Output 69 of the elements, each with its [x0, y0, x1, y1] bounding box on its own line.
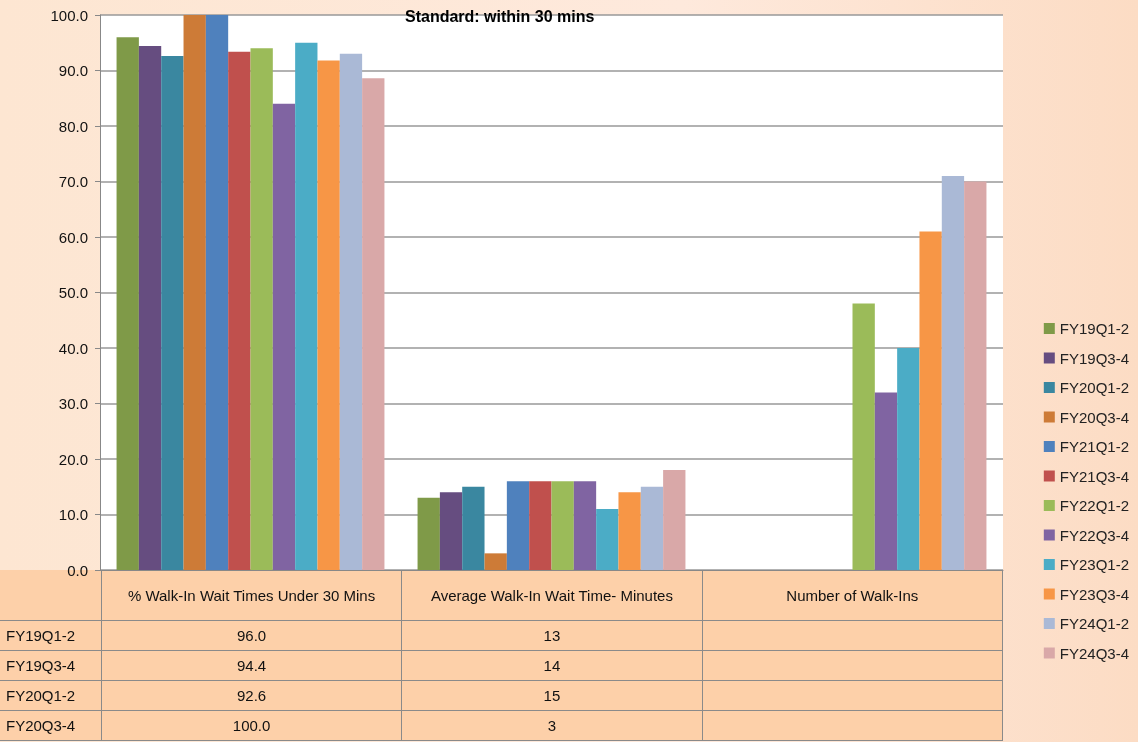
legend-label: FY23Q1-2 — [1059, 556, 1129, 573]
data-label: 100.0 — [101, 710, 402, 741]
bar — [250, 48, 273, 570]
bar — [228, 51, 251, 570]
bar — [964, 181, 987, 570]
legend-label: FY21Q3-4 — [1059, 467, 1129, 485]
bar — [161, 56, 184, 570]
bar — [640, 486, 664, 570]
y-tick-label: 40.0 — [58, 339, 88, 357]
bar — [116, 37, 139, 570]
x-tick-label: Average Walk-In Wait Time- Minutes — [401, 570, 703, 621]
y-tick-label: 0.0 — [67, 561, 88, 579]
y-tick-label: 20.0 — [58, 450, 88, 468]
legend-label: FY24Q1-2 — [1059, 615, 1129, 632]
text: FY20Q1-2 — [6, 686, 76, 704]
y-tick-label: 80.0 — [58, 117, 88, 135]
legend-label: FY21Q1-2 — [1059, 438, 1129, 455]
legend-label: FY22Q3-4 — [1059, 526, 1129, 544]
bar — [551, 481, 574, 570]
legend-label: FY20Q3-4 — [1059, 408, 1129, 426]
bar — [852, 303, 875, 570]
bar — [417, 497, 440, 570]
legend-label: FY23Q3-4 — [1059, 585, 1129, 603]
bar — [484, 553, 507, 570]
bar — [439, 492, 463, 570]
bar — [618, 492, 641, 570]
text: FY19Q1-2 — [6, 626, 76, 644]
y-tick-label: 30.0 — [58, 395, 88, 412]
y-tick-label: 100.0 — [50, 6, 88, 24]
y-tick-label: 70.0 — [58, 173, 88, 190]
y-tick-label: 50.0 — [58, 284, 88, 301]
data-label: 15 — [401, 680, 703, 711]
bar — [462, 486, 485, 570]
bar — [506, 481, 530, 570]
bar — [897, 348, 920, 570]
bar — [529, 481, 552, 570]
bar — [362, 78, 385, 570]
legend-label: FY19Q1-2 — [1059, 320, 1129, 337]
bar — [596, 508, 619, 570]
chart-title: Standard: within 30 mins — [405, 7, 595, 25]
bar — [183, 15, 206, 570]
x-tick-label: % Walk-In Wait Times Under 30 Mins — [101, 570, 402, 621]
data-label: 94.4 — [101, 650, 402, 681]
legend-label: FY20Q1-2 — [1059, 379, 1129, 396]
bar — [317, 60, 340, 570]
bar — [205, 15, 229, 570]
bar — [339, 53, 363, 570]
bar — [919, 231, 942, 570]
bar — [941, 175, 965, 570]
legend-label: FY19Q3-4 — [1059, 349, 1129, 367]
bar — [138, 46, 162, 570]
data-label: 13 — [401, 620, 703, 651]
x-tick-label: Number of Walk-Ins — [702, 570, 1003, 621]
bar — [295, 42, 318, 570]
bar — [272, 103, 296, 570]
data-label: 3 — [401, 710, 703, 741]
y-tick-label: 90.0 — [58, 62, 88, 79]
y-tick-label: 60.0 — [58, 228, 88, 246]
text: FY20Q3-4 — [6, 716, 76, 734]
legend-label: FY24Q3-4 — [1059, 644, 1129, 662]
legend-label: FY22Q1-2 — [1059, 497, 1129, 514]
bar — [874, 392, 898, 570]
data-label: 14 — [401, 650, 703, 681]
data-label: 92.6 — [101, 680, 402, 711]
data-label: 96.0 — [101, 620, 402, 651]
bar — [663, 470, 686, 570]
text: FY19Q3-4 — [6, 656, 76, 674]
y-tick-label: 10.0 — [58, 506, 88, 523]
bar — [573, 481, 597, 570]
